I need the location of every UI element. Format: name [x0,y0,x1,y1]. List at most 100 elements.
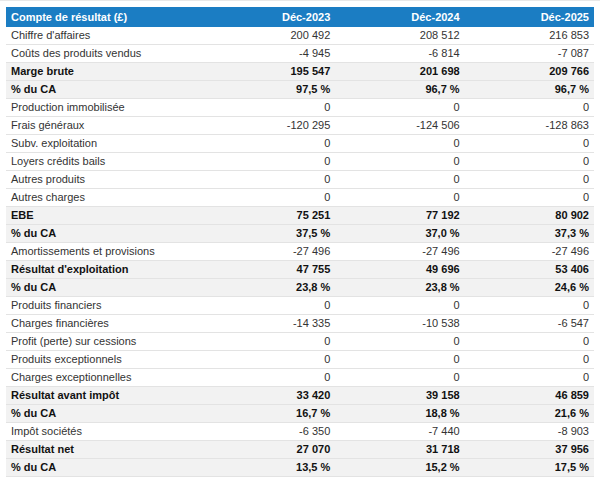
table-row: Coûts des produits vendus-4 945-6 814-7 … [6,45,594,63]
row-value: 80 902 [465,207,594,225]
row-label: Résultat avant impôt [6,387,206,405]
table-row: Amortissements et provisions-27 496-27 4… [6,243,594,261]
row-value: 0 [206,135,335,153]
table-row: Chiffre d'affaires200 492208 512216 853 [6,27,594,45]
row-value: -6 814 [335,45,464,63]
row-value: -120 295 [206,117,335,135]
row-value: 0 [206,351,335,369]
row-value: 0 [465,333,594,351]
row-value: -27 496 [206,243,335,261]
table-row: EBE75 25177 19280 902 [6,207,594,225]
table-row: Marge brute195 547201 698209 766 [6,63,594,81]
row-value: 0 [206,99,335,117]
row-value: 0 [206,297,335,315]
row-label: % du CA [6,279,206,297]
row-label: Amortissements et provisions [6,243,206,261]
row-value: 0 [335,351,464,369]
row-label: Profit (perte) sur cessions [6,333,206,351]
row-label: % du CA [6,405,206,423]
table-row: Autres charges000 [6,189,594,207]
row-value: 0 [335,153,464,171]
row-label: Charges exceptionnelles [6,369,206,387]
table-header-period-1: Déc-2023 [206,7,335,27]
table-row: Autres produits000 [6,171,594,189]
table-row: % du CA13,5 %15,2 %17,5 % [6,459,594,477]
row-value: 15,2 % [335,459,464,477]
row-value: 37,5 % [206,225,335,243]
row-label: Résultat d'exploitation [6,261,206,279]
row-value: 0 [465,99,594,117]
row-value: -124 506 [335,117,464,135]
row-value: 16,7 % [206,405,335,423]
row-value: 201 698 [335,63,464,81]
row-value: 96,7 % [335,81,464,99]
row-value: 216 853 [465,27,594,45]
table-row: % du CA97,5 %96,7 %96,7 % [6,81,594,99]
table-row: Subv. exploitation000 [6,135,594,153]
row-value: 0 [465,351,594,369]
row-value: 97,5 % [206,81,335,99]
row-label: % du CA [6,459,206,477]
row-label: Charges financières [6,315,206,333]
row-value: 46 859 [465,387,594,405]
row-value: 21,6 % [465,405,594,423]
row-value: -27 496 [335,243,464,261]
row-value: 17,5 % [465,459,594,477]
row-value: 208 512 [335,27,464,45]
row-value: 195 547 [206,63,335,81]
row-value: 0 [335,369,464,387]
table-row: % du CA16,7 %18,8 %21,6 % [6,405,594,423]
row-value: 23,8 % [206,279,335,297]
row-value: 0 [465,297,594,315]
table-header-row: Compte de résultat (£) Déc-2023 Déc-2024… [6,7,594,27]
row-value: 75 251 [206,207,335,225]
row-label: Frais généraux [6,117,206,135]
table-header-period-3: Déc-2025 [465,7,594,27]
row-label: % du CA [6,225,206,243]
table-row: Profit (perte) sur cessions000 [6,333,594,351]
row-value: 0 [465,369,594,387]
row-label: Produits exceptionnels [6,351,206,369]
row-label: Loyers crédits bails [6,153,206,171]
row-value: 200 492 [206,27,335,45]
row-value: 0 [335,135,464,153]
row-value: 37,3 % [465,225,594,243]
income-statement-table: Compte de résultat (£) Déc-2023 Déc-2024… [6,7,594,477]
table-row: Résultat avant impôt33 42039 15846 859 [6,387,594,405]
table-row: % du CA37,5 %37,0 %37,3 % [6,225,594,243]
row-value: 31 718 [335,441,464,459]
table-header-period-2: Déc-2024 [335,7,464,27]
table-row: Produits financiers000 [6,297,594,315]
row-value: 23,8 % [335,279,464,297]
row-value: 0 [206,369,335,387]
row-label: Production immobilisée [6,99,206,117]
income-statement-page: Compte de résultat (£) Déc-2023 Déc-2024… [0,0,600,490]
row-value: -4 945 [206,45,335,63]
row-label: EBE [6,207,206,225]
row-value: -128 863 [465,117,594,135]
row-value: 0 [335,189,464,207]
row-value: 27 070 [206,441,335,459]
row-value: 0 [465,153,594,171]
row-value: 37,0 % [335,225,464,243]
row-value: -7 087 [465,45,594,63]
row-value: 0 [335,171,464,189]
row-value: 24,6 % [465,279,594,297]
row-value: 0 [465,135,594,153]
row-label: Chiffre d'affaires [6,27,206,45]
table-row: Charges exceptionnelles000 [6,369,594,387]
table-row: Production immobilisée000 [6,99,594,117]
row-value: 37 956 [465,441,594,459]
row-value: 53 406 [465,261,594,279]
row-value: -10 538 [335,315,464,333]
row-label: Subv. exploitation [6,135,206,153]
row-value: 13,5 % [206,459,335,477]
row-value: 0 [206,333,335,351]
row-label: Marge brute [6,63,206,81]
row-value: -14 335 [206,315,335,333]
row-label: Produits financiers [6,297,206,315]
row-label: Autres charges [6,189,206,207]
row-value: 39 158 [335,387,464,405]
row-value: 47 755 [206,261,335,279]
row-value: 49 696 [335,261,464,279]
